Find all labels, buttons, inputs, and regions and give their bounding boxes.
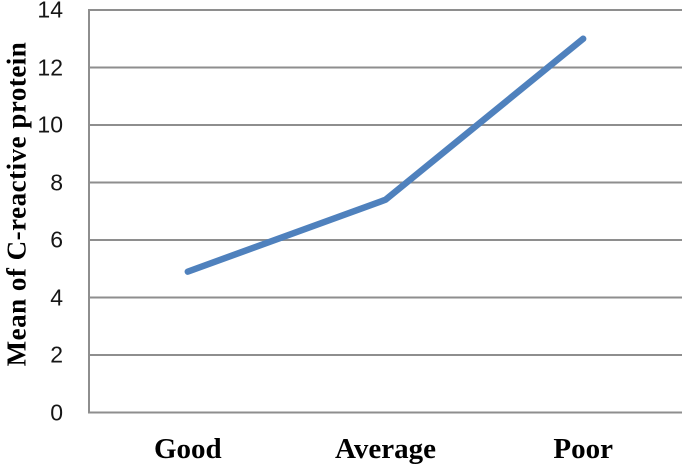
x-category-label: Good <box>153 433 222 465</box>
y-tick-label: 12 <box>37 54 63 80</box>
data-series-line <box>184 35 587 275</box>
y-tick-label: 6 <box>50 226 63 253</box>
gridlines <box>89 9 682 414</box>
x-category-label: Average <box>335 433 436 465</box>
y-tick-label: 10 <box>37 111 63 138</box>
y-tick-label: 8 <box>50 169 63 195</box>
y-tick-label: 14 <box>37 0 63 23</box>
x-category-label: Poor <box>553 433 613 465</box>
y-tick-label: 4 <box>50 284 63 310</box>
y-tick-label: 2 <box>50 341 63 368</box>
y-tick-label: 0 <box>50 399 63 425</box>
y-axis-title: Mean of C-reactive protein <box>1 41 32 367</box>
